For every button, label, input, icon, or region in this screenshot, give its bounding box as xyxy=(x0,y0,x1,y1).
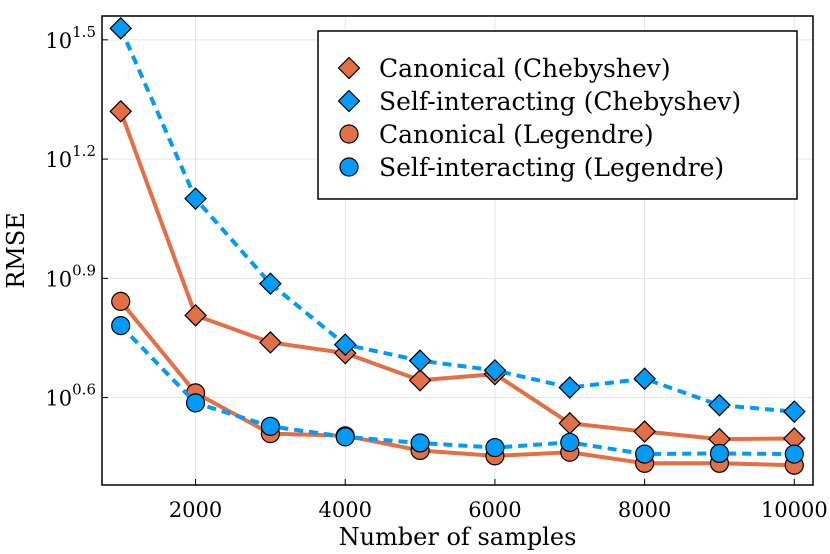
series-group xyxy=(109,17,806,475)
series-3 xyxy=(111,291,804,475)
series-4 xyxy=(111,316,804,464)
x-tick-label: 8000 xyxy=(618,498,671,522)
data-point xyxy=(633,420,656,443)
data-point xyxy=(184,303,207,327)
data-point xyxy=(185,393,206,413)
series-2 xyxy=(109,17,806,423)
x-axis-label: Number of samples xyxy=(339,523,577,551)
data-point xyxy=(410,433,430,453)
legend-marker xyxy=(337,56,361,80)
series-line xyxy=(119,300,795,468)
data-point xyxy=(708,393,731,417)
data-point xyxy=(260,416,280,436)
data-point xyxy=(109,99,133,123)
data-point xyxy=(633,367,656,391)
series-line xyxy=(118,27,795,414)
legend: Canonical (Chebyshev) Self-interacting (C… xyxy=(317,30,798,200)
y-tick-label: 100.9 xyxy=(45,261,96,291)
series-1 xyxy=(109,99,806,451)
legend-label: Self-interacting (Legendre) xyxy=(379,153,724,182)
data-point xyxy=(111,316,131,336)
legend-marker xyxy=(337,89,361,113)
data-point xyxy=(259,272,282,296)
y-tick-label: 100.6 xyxy=(45,381,96,411)
data-point xyxy=(408,349,432,373)
legend-label: Self-interacting (Chebyshev) xyxy=(379,87,741,116)
series-line xyxy=(118,110,795,442)
x-axis-ticks: 2000 4000 6000 8000 10000 xyxy=(169,479,828,522)
legend-marker xyxy=(339,124,359,144)
legend-box xyxy=(317,30,798,200)
x-tick-label: 2000 xyxy=(169,498,222,522)
data-point xyxy=(558,376,582,399)
data-point xyxy=(560,432,580,453)
data-point xyxy=(259,331,282,354)
data-point xyxy=(109,17,133,40)
data-point xyxy=(784,444,804,464)
plot-frame xyxy=(101,15,814,486)
legend-marker xyxy=(339,157,359,177)
data-point xyxy=(333,333,357,356)
legend-label: Canonical (Chebyshev) xyxy=(379,54,671,83)
x-tick-label: 10000 xyxy=(761,498,828,522)
x-tick-label: 6000 xyxy=(468,498,521,522)
y-axis-label: RMSE xyxy=(2,212,30,289)
data-point xyxy=(782,400,806,423)
data-point xyxy=(709,443,730,464)
legend-label: Canonical (Legendre) xyxy=(379,120,654,149)
y-tick-label: 101.5 xyxy=(45,23,96,53)
data-point xyxy=(558,411,582,435)
data-point xyxy=(111,291,131,311)
data-point xyxy=(184,187,207,211)
data-point xyxy=(335,427,355,447)
data-point xyxy=(408,368,432,392)
data-point xyxy=(483,359,507,382)
y-tick-label: 101.2 xyxy=(45,142,96,172)
x-tick-label: 4000 xyxy=(319,498,372,522)
data-point xyxy=(635,444,655,464)
data-point xyxy=(485,437,505,458)
y-axis-ticks: 100.6 100.9 101.2 101.5 xyxy=(45,23,108,411)
